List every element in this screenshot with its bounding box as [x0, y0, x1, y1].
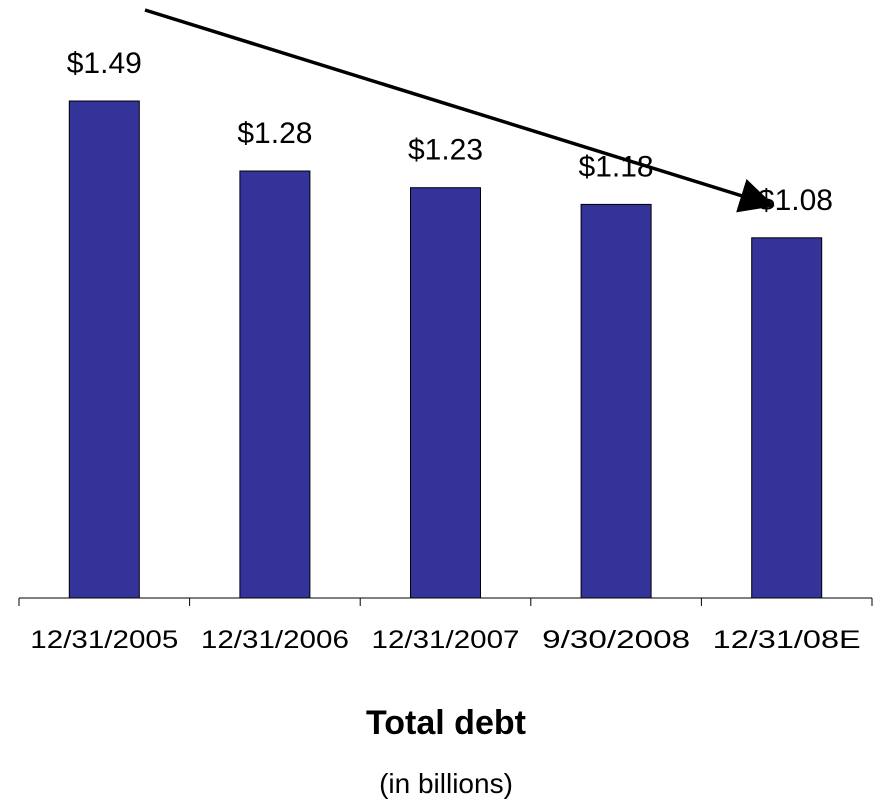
value-label-2: $1.28	[237, 117, 312, 150]
bars-group	[68, 100, 823, 599]
bar-1	[68, 100, 140, 599]
bar-3	[410, 187, 481, 599]
value-label-5: <$1.08	[740, 184, 833, 217]
x-axis-ticks	[18, 598, 873, 606]
bar-4	[580, 203, 652, 599]
bar-2	[239, 170, 311, 599]
tick-label-4: 9/30/2008	[542, 626, 690, 654]
chart-title: Total debt	[366, 704, 526, 742]
tick-label-5: 12/31/08E	[713, 626, 861, 654]
tick-label-2: 12/31/2006	[201, 626, 349, 654]
value-label-1: $1.49	[67, 47, 142, 80]
value-labels-group: $1.49 $1.28 $1.23 $1.18 <$1.08	[67, 47, 833, 217]
tick-label-3: 12/31/2007	[372, 626, 520, 654]
x-axis-tick-labels: 12/31/2005 12/31/2006 12/31/2007 9/30/2008 1…	[30, 626, 860, 654]
bar-5	[751, 237, 823, 599]
value-label-4: $1.18	[579, 150, 654, 183]
chart-subtitle: (in billions)	[379, 768, 513, 799]
tick-label-1: 12/31/2005	[30, 626, 178, 654]
value-label-3: $1.23	[408, 134, 483, 167]
trend-arrow	[144, 8, 775, 213]
